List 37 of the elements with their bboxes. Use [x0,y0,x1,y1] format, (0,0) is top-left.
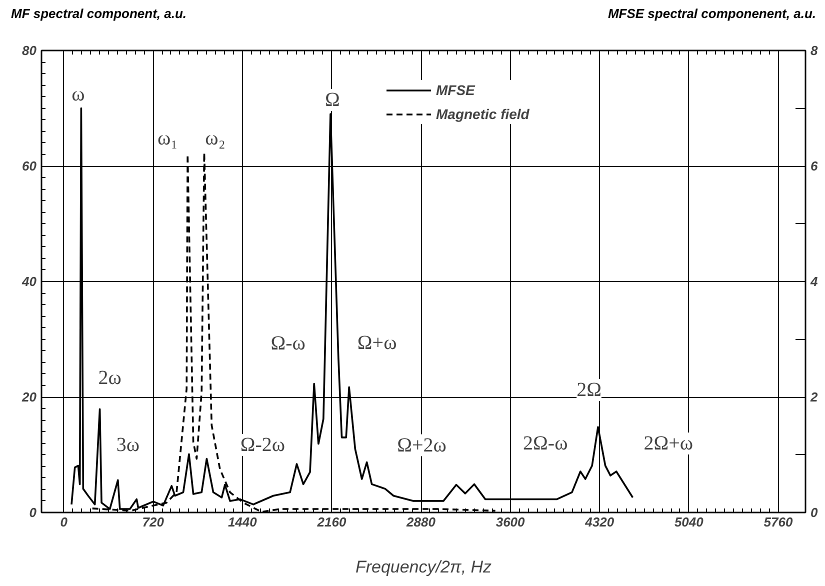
y2-axis-title: MFSE spectral componenent, a.u. [608,5,816,23]
legend-label: MFSE [436,82,475,98]
annotation: 2ω [98,367,122,390]
x-tick-label: 0 [60,514,68,530]
y2-tick-label: 6 [810,158,818,174]
x-tick-label: 720 [142,514,165,530]
x-tick-label: 1440 [228,514,258,530]
x-tick-label: 4320 [584,514,615,530]
annotation: ω₂ [205,128,226,150]
x-tick-label: 5760 [764,514,794,530]
x-axis-title: Frequency/2π, Hz [355,558,492,576]
annotation: Ω-2ω [240,434,286,456]
x-tick-label: 5040 [674,514,704,530]
annotation: 2Ω-ω [523,432,568,454]
annotation: Ω+ω [357,332,397,354]
x-tick-label: 2880 [406,514,436,530]
y-tick-label: 80 [22,43,38,58]
annotation: ω [72,83,85,106]
annotation: 2Ω [576,379,602,402]
legend-label: Magnetic field [436,106,530,122]
x-tick-label: 2160 [316,514,347,530]
y2-tick-label: 8 [810,43,818,58]
annotation: 2Ω+ω [644,432,694,454]
y2-tick-label: 2 [810,390,818,404]
annotation: Ω [325,89,340,112]
y2-tick-label: 0 [810,505,818,520]
annotation: 3ω [116,434,140,456]
annotation: ω₁ [158,127,178,150]
y-axis-title: MF spectral component, a.u. [11,5,187,23]
y-tick-label: 40 [21,274,38,289]
x-tick-label: 3600 [496,514,526,530]
y-tick-label: 60 [22,158,38,174]
y-tick-label: 20 [21,390,38,404]
y2-tick-label: 4 [810,274,818,289]
annotation: Ω+2ω [397,434,446,456]
y-tick-label: 0 [29,505,38,520]
annotation: Ω-ω [270,332,306,355]
